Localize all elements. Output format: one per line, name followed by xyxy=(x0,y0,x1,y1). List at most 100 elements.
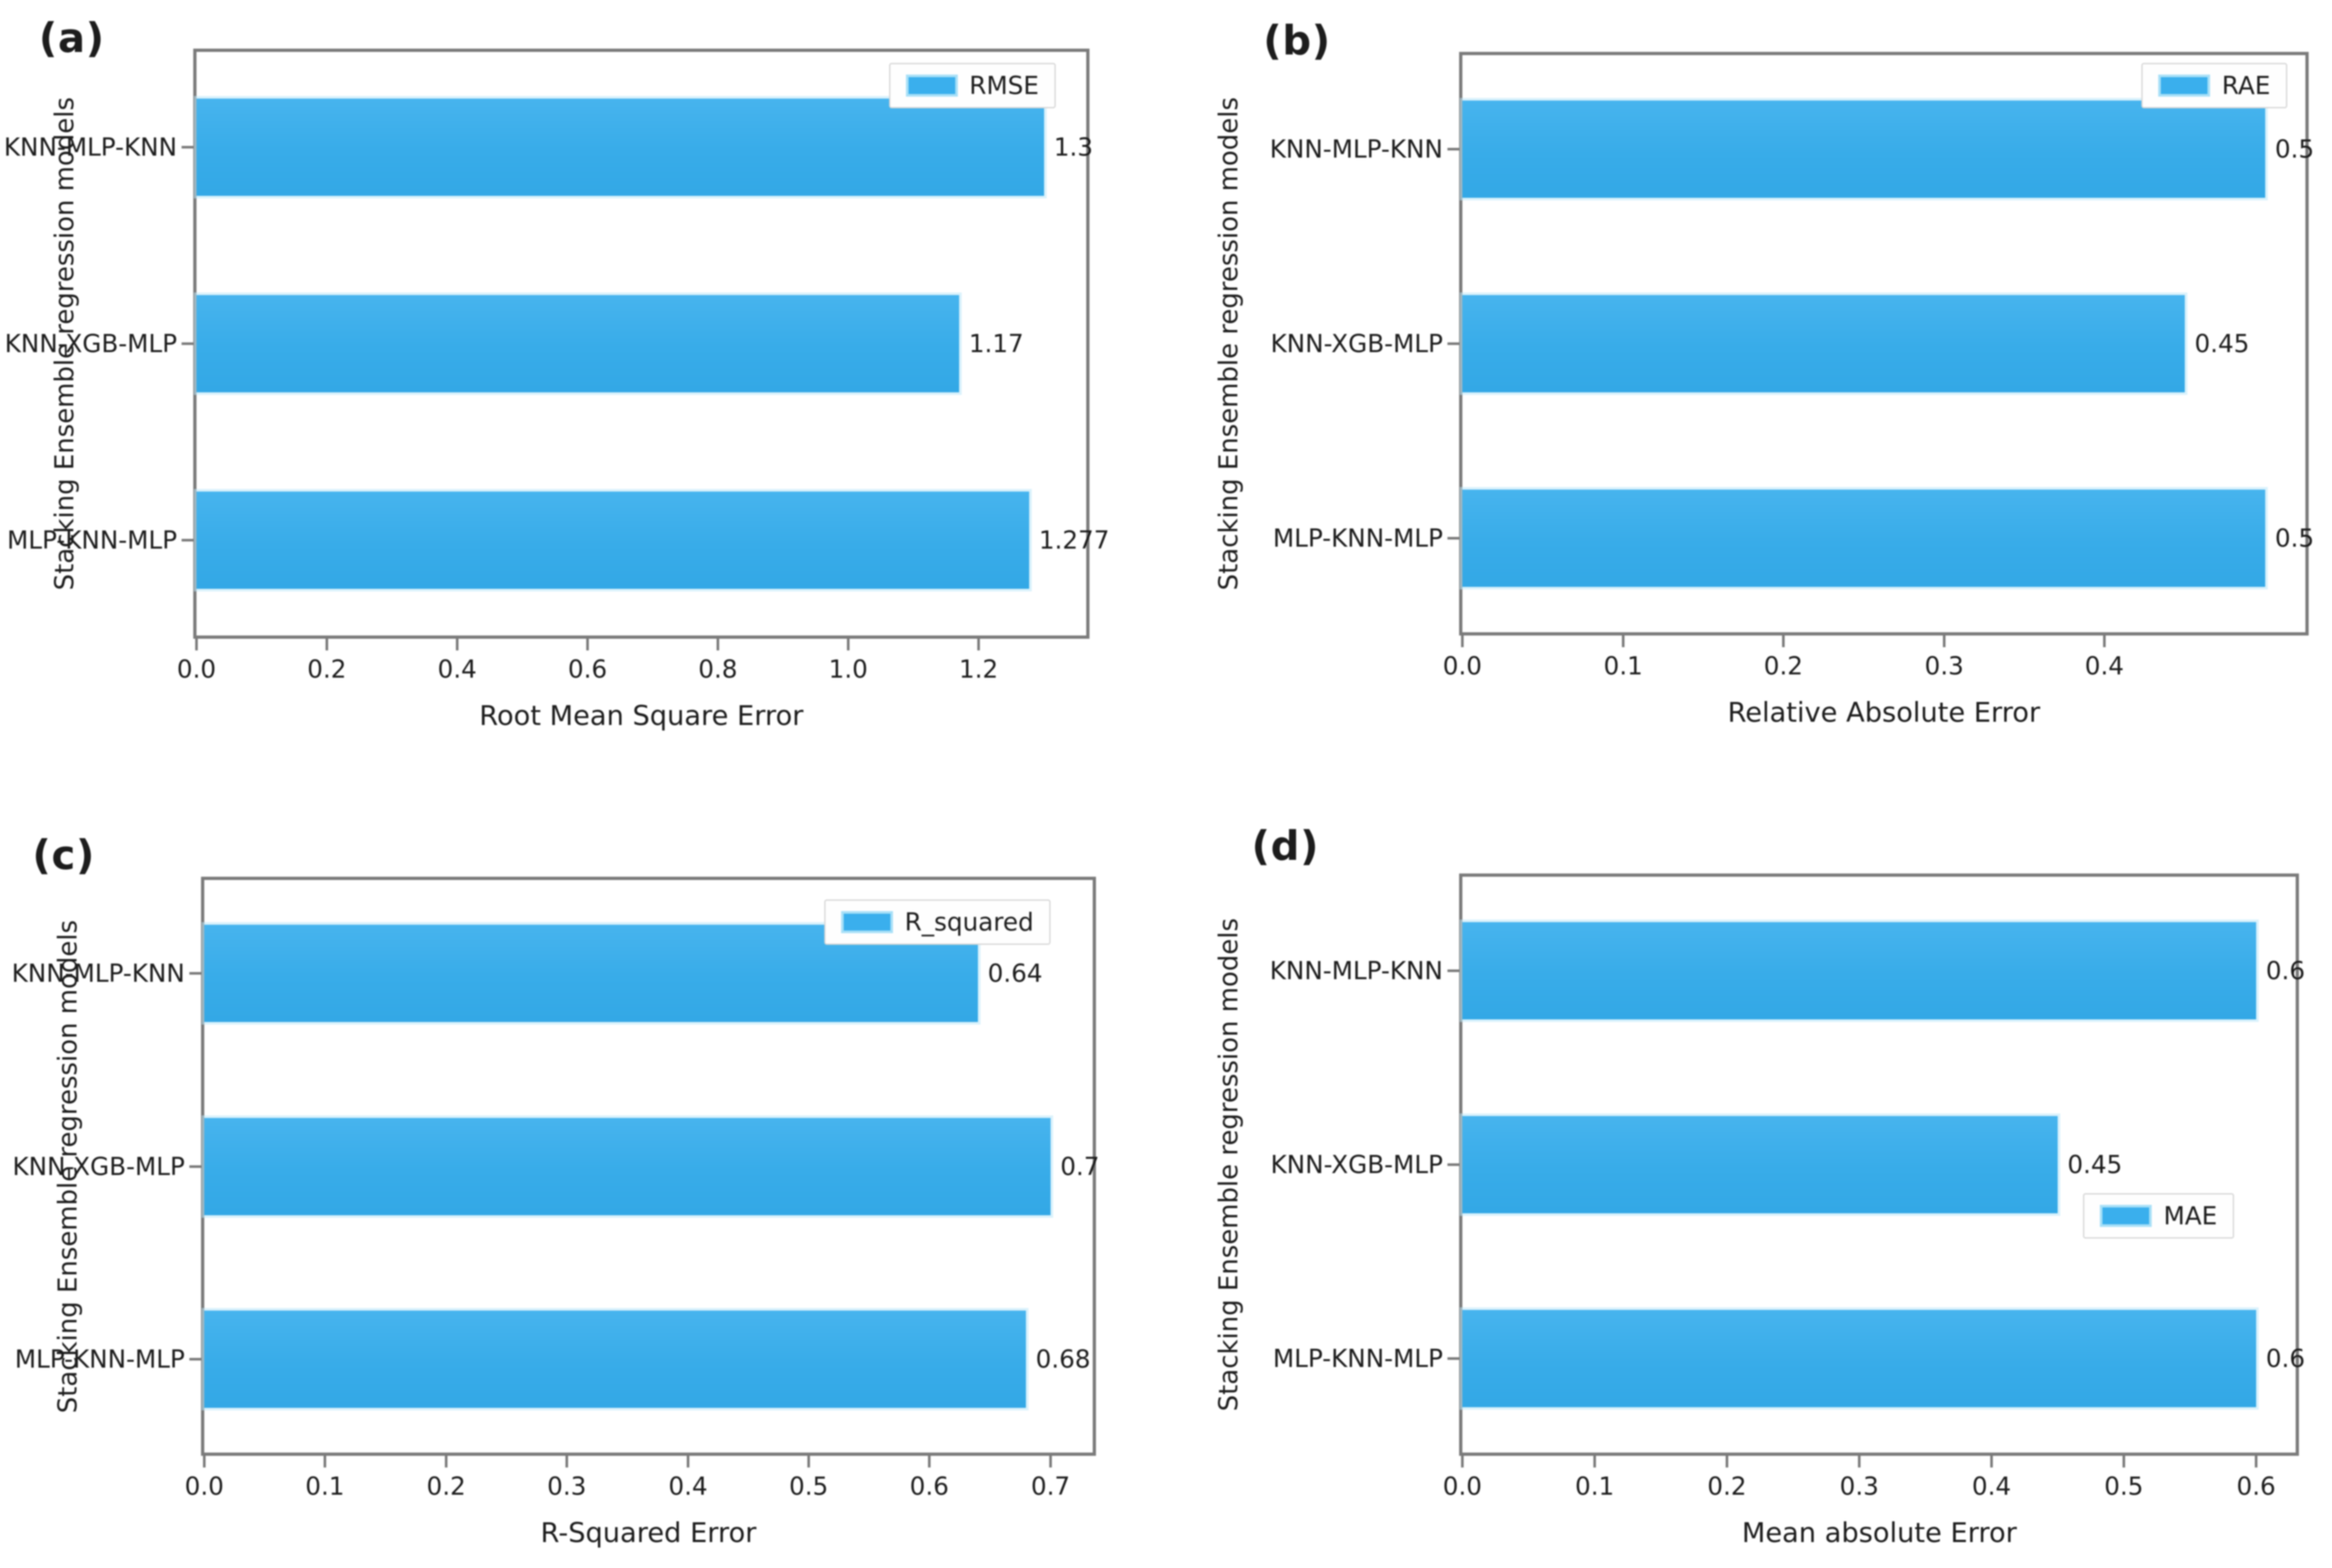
bar-knn-xgb-mlp xyxy=(204,1118,1051,1215)
x-tick-label: 0.6 xyxy=(909,1472,949,1501)
x-tick-mark xyxy=(586,639,589,650)
category-label: MLP-KNN-MLP xyxy=(6,526,177,554)
y-tick-mark xyxy=(1447,1357,1459,1360)
y-tick-mark xyxy=(1447,969,1459,972)
x-tick-mark xyxy=(847,639,850,650)
x-tick-label: 0.3 xyxy=(1839,1472,1879,1501)
bar-knn-mlp-knn xyxy=(1462,922,2256,1019)
y-tick-mark xyxy=(182,539,193,541)
x-tick-label: 0.1 xyxy=(1575,1472,1615,1501)
x-tick-label: 0.6 xyxy=(567,655,608,683)
x-axis-label: Mean absolute Error xyxy=(1741,1517,2017,1549)
x-tick-label: 0.1 xyxy=(305,1472,345,1501)
bar-value-label: 0.64 xyxy=(988,959,1043,988)
legend: RMSE xyxy=(888,63,1056,108)
bar-value-label: 0.7 xyxy=(1060,1152,1100,1181)
x-tick-label: 0.3 xyxy=(1924,652,1964,680)
bar-value-label: 1.17 xyxy=(969,329,1024,358)
bar-knn-xgb-mlp xyxy=(196,295,959,392)
x-tick-mark xyxy=(324,1456,326,1467)
x-tick-mark xyxy=(1461,1456,1464,1467)
x-tick-label: 0.0 xyxy=(184,1472,224,1501)
category-label: KNN-MLP-KNN xyxy=(1269,956,1443,985)
bar-value-label: 1.277 xyxy=(1039,526,1110,554)
x-tick-mark xyxy=(2123,1456,2125,1467)
x-tick-label: 0.6 xyxy=(2236,1472,2276,1501)
x-tick-mark xyxy=(326,639,328,650)
bar-value-label: 0.6 xyxy=(2266,1344,2305,1373)
x-axis-label: Root Mean Square Error xyxy=(479,700,803,731)
y-tick-mark xyxy=(189,1358,201,1360)
bar-knn-xgb-mlp xyxy=(1462,1116,2058,1213)
x-tick-mark xyxy=(977,639,980,650)
y-tick-mark xyxy=(1447,148,1459,150)
y-tick-mark xyxy=(1447,1163,1459,1166)
category-label: KNN-MLP-KNN xyxy=(3,133,177,161)
x-tick-label: 0.4 xyxy=(2084,652,2124,680)
bar-mlp-knn-mlp xyxy=(1462,490,2265,587)
bar-value-label: 0.5 xyxy=(2275,524,2314,552)
bar-value-label: 0.5 xyxy=(2275,135,2314,163)
bar-value-label: 0.6 xyxy=(2266,956,2305,985)
x-tick-label: 0.2 xyxy=(1763,652,1803,680)
x-tick-mark xyxy=(1726,1456,1728,1467)
x-tick-label: 0.8 xyxy=(698,655,738,683)
x-tick-mark xyxy=(195,639,198,650)
bar-value-label: 0.68 xyxy=(1036,1345,1091,1373)
y-tick-mark xyxy=(189,972,201,975)
x-tick-label: 0.2 xyxy=(1707,1472,1747,1501)
bar-knn-mlp-knn xyxy=(196,99,1044,196)
bar-mlp-knn-mlp xyxy=(204,1311,1026,1408)
x-tick-label: 0.4 xyxy=(1971,1472,2012,1501)
panel-letter--b-: (b) xyxy=(1263,17,1331,64)
legend-swatch xyxy=(905,75,958,97)
x-tick-mark xyxy=(2255,1456,2257,1467)
bar-mlp-knn-mlp xyxy=(196,492,1029,589)
category-label: KNN-XGB-MLP xyxy=(1270,1150,1443,1179)
legend-swatch xyxy=(2100,1205,2152,1227)
y-tick-mark xyxy=(182,146,193,148)
legend: MAE xyxy=(2083,1193,2234,1239)
x-tick-label: 0.0 xyxy=(1442,1472,1482,1501)
x-tick-mark xyxy=(1461,636,1464,647)
y-tick-mark xyxy=(189,1165,201,1168)
x-tick-mark xyxy=(1858,1456,1861,1467)
legend-swatch xyxy=(2158,75,2211,97)
x-tick-mark xyxy=(1593,1456,1596,1467)
x-tick-label: 0.0 xyxy=(176,655,217,683)
x-tick-mark xyxy=(807,1456,810,1467)
legend: R_squared xyxy=(824,899,1051,945)
x-tick-mark xyxy=(1622,636,1624,647)
x-tick-label: 0.7 xyxy=(1030,1472,1071,1501)
x-tick-mark xyxy=(2103,636,2106,647)
category-label: KNN-XGB-MLP xyxy=(12,1152,185,1181)
x-tick-label: 0.0 xyxy=(1442,652,1482,680)
panel-letter--d-: (d) xyxy=(1252,822,1320,870)
x-tick-label: 0.4 xyxy=(668,1472,708,1501)
category-label: KNN-MLP-KNN xyxy=(11,959,185,988)
x-tick-mark xyxy=(687,1456,689,1467)
category-label: MLP-KNN-MLP xyxy=(1272,1344,1443,1373)
bar-mlp-knn-mlp xyxy=(1462,1310,2256,1407)
x-tick-label: 1.0 xyxy=(828,655,868,683)
y-tick-mark xyxy=(1447,342,1459,345)
x-tick-mark xyxy=(1990,1456,1993,1467)
legend-label: R_squared xyxy=(905,908,1034,936)
panel-letter--c-: (c) xyxy=(32,831,95,879)
panel-letter--a-: (a) xyxy=(39,14,105,62)
bar-value-label: 0.45 xyxy=(2067,1150,2123,1179)
category-label: KNN-XGB-MLP xyxy=(1270,329,1443,358)
category-label: KNN-MLP-KNN xyxy=(1269,135,1443,163)
x-tick-label: 1.2 xyxy=(958,655,999,683)
legend-label: RAE xyxy=(2222,71,2270,100)
category-label: MLP-KNN-MLP xyxy=(14,1345,185,1373)
x-tick-label: 0.2 xyxy=(307,655,347,683)
x-axis-label: R-Squared Error xyxy=(540,1517,757,1549)
legend-label: RMSE xyxy=(969,71,1039,100)
x-tick-label: 0.4 xyxy=(437,655,477,683)
x-tick-mark xyxy=(928,1456,931,1467)
x-tick-mark xyxy=(203,1456,206,1467)
bar-knn-xgb-mlp xyxy=(1462,295,2185,392)
x-tick-mark xyxy=(456,639,458,650)
